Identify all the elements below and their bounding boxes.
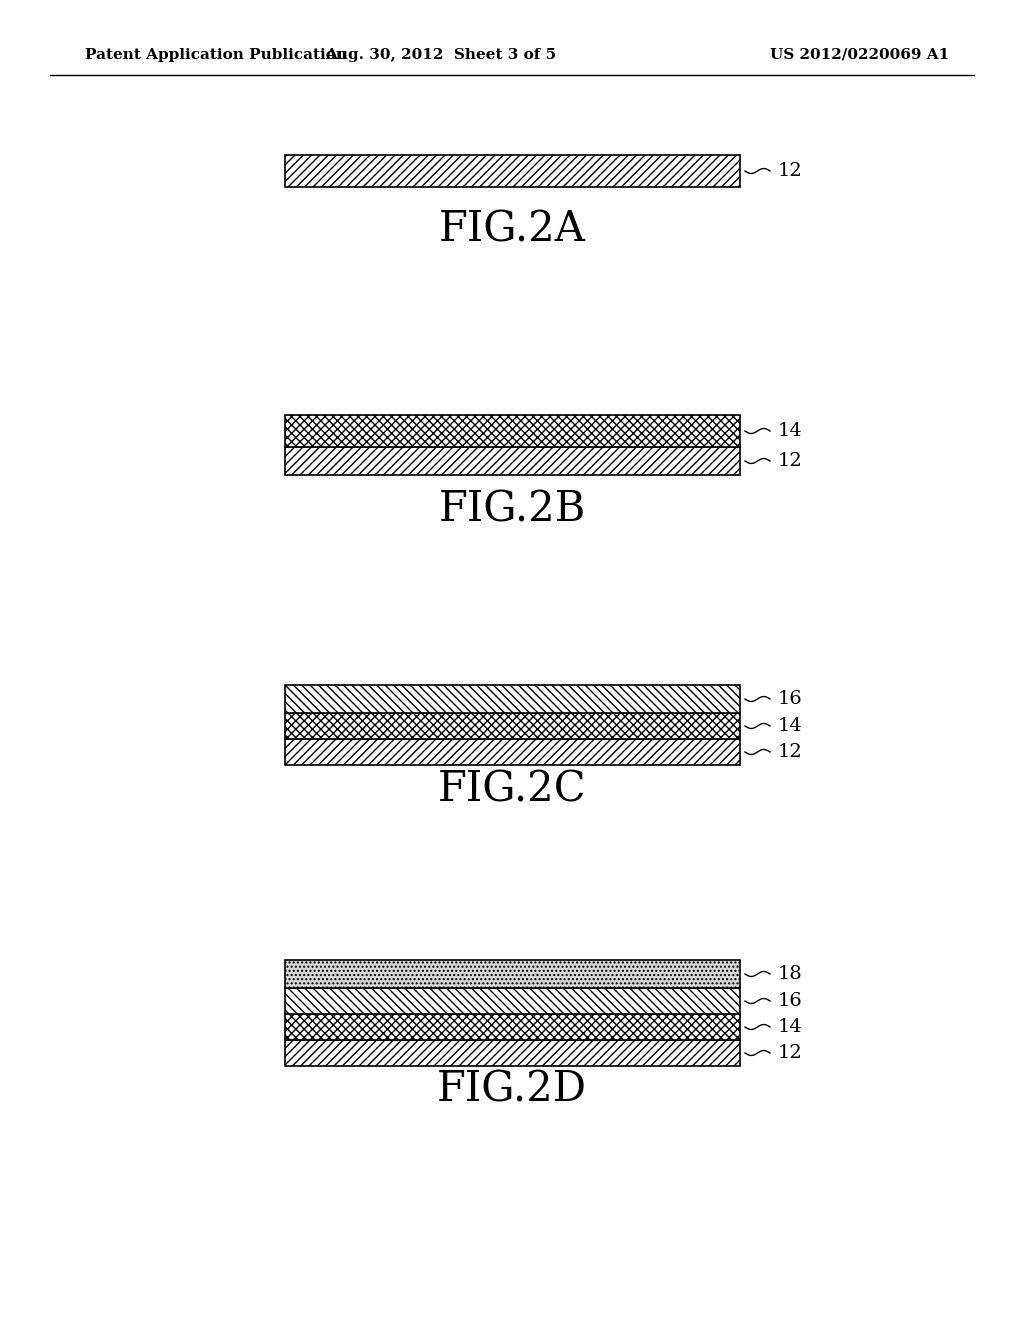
Text: 14: 14 — [778, 717, 803, 735]
Bar — [285, 987, 740, 1014]
Text: 16: 16 — [778, 993, 803, 1010]
Bar — [285, 960, 740, 987]
Bar — [285, 1014, 740, 1040]
Text: Aug. 30, 2012  Sheet 3 of 5: Aug. 30, 2012 Sheet 3 of 5 — [325, 48, 556, 62]
Text: FIG.2B: FIG.2B — [438, 488, 586, 531]
Text: US 2012/0220069 A1: US 2012/0220069 A1 — [770, 48, 949, 62]
Bar — [285, 1040, 740, 1067]
Text: FIG.2C: FIG.2C — [437, 770, 587, 810]
Text: FIG.2D: FIG.2D — [437, 1069, 587, 1111]
Text: 12: 12 — [778, 162, 803, 180]
Text: 18: 18 — [778, 965, 803, 983]
Text: FIG.2A: FIG.2A — [438, 209, 586, 251]
Bar — [285, 154, 740, 187]
Bar — [285, 685, 740, 713]
Text: 14: 14 — [778, 422, 803, 440]
Bar — [285, 739, 740, 766]
Bar — [285, 414, 740, 447]
Text: 14: 14 — [778, 1018, 803, 1036]
Text: Patent Application Publication: Patent Application Publication — [85, 48, 347, 62]
Text: 12: 12 — [778, 743, 803, 762]
Text: 12: 12 — [778, 1044, 803, 1063]
Text: 12: 12 — [778, 451, 803, 470]
Text: 16: 16 — [778, 690, 803, 708]
Bar — [285, 713, 740, 739]
Bar — [285, 447, 740, 475]
